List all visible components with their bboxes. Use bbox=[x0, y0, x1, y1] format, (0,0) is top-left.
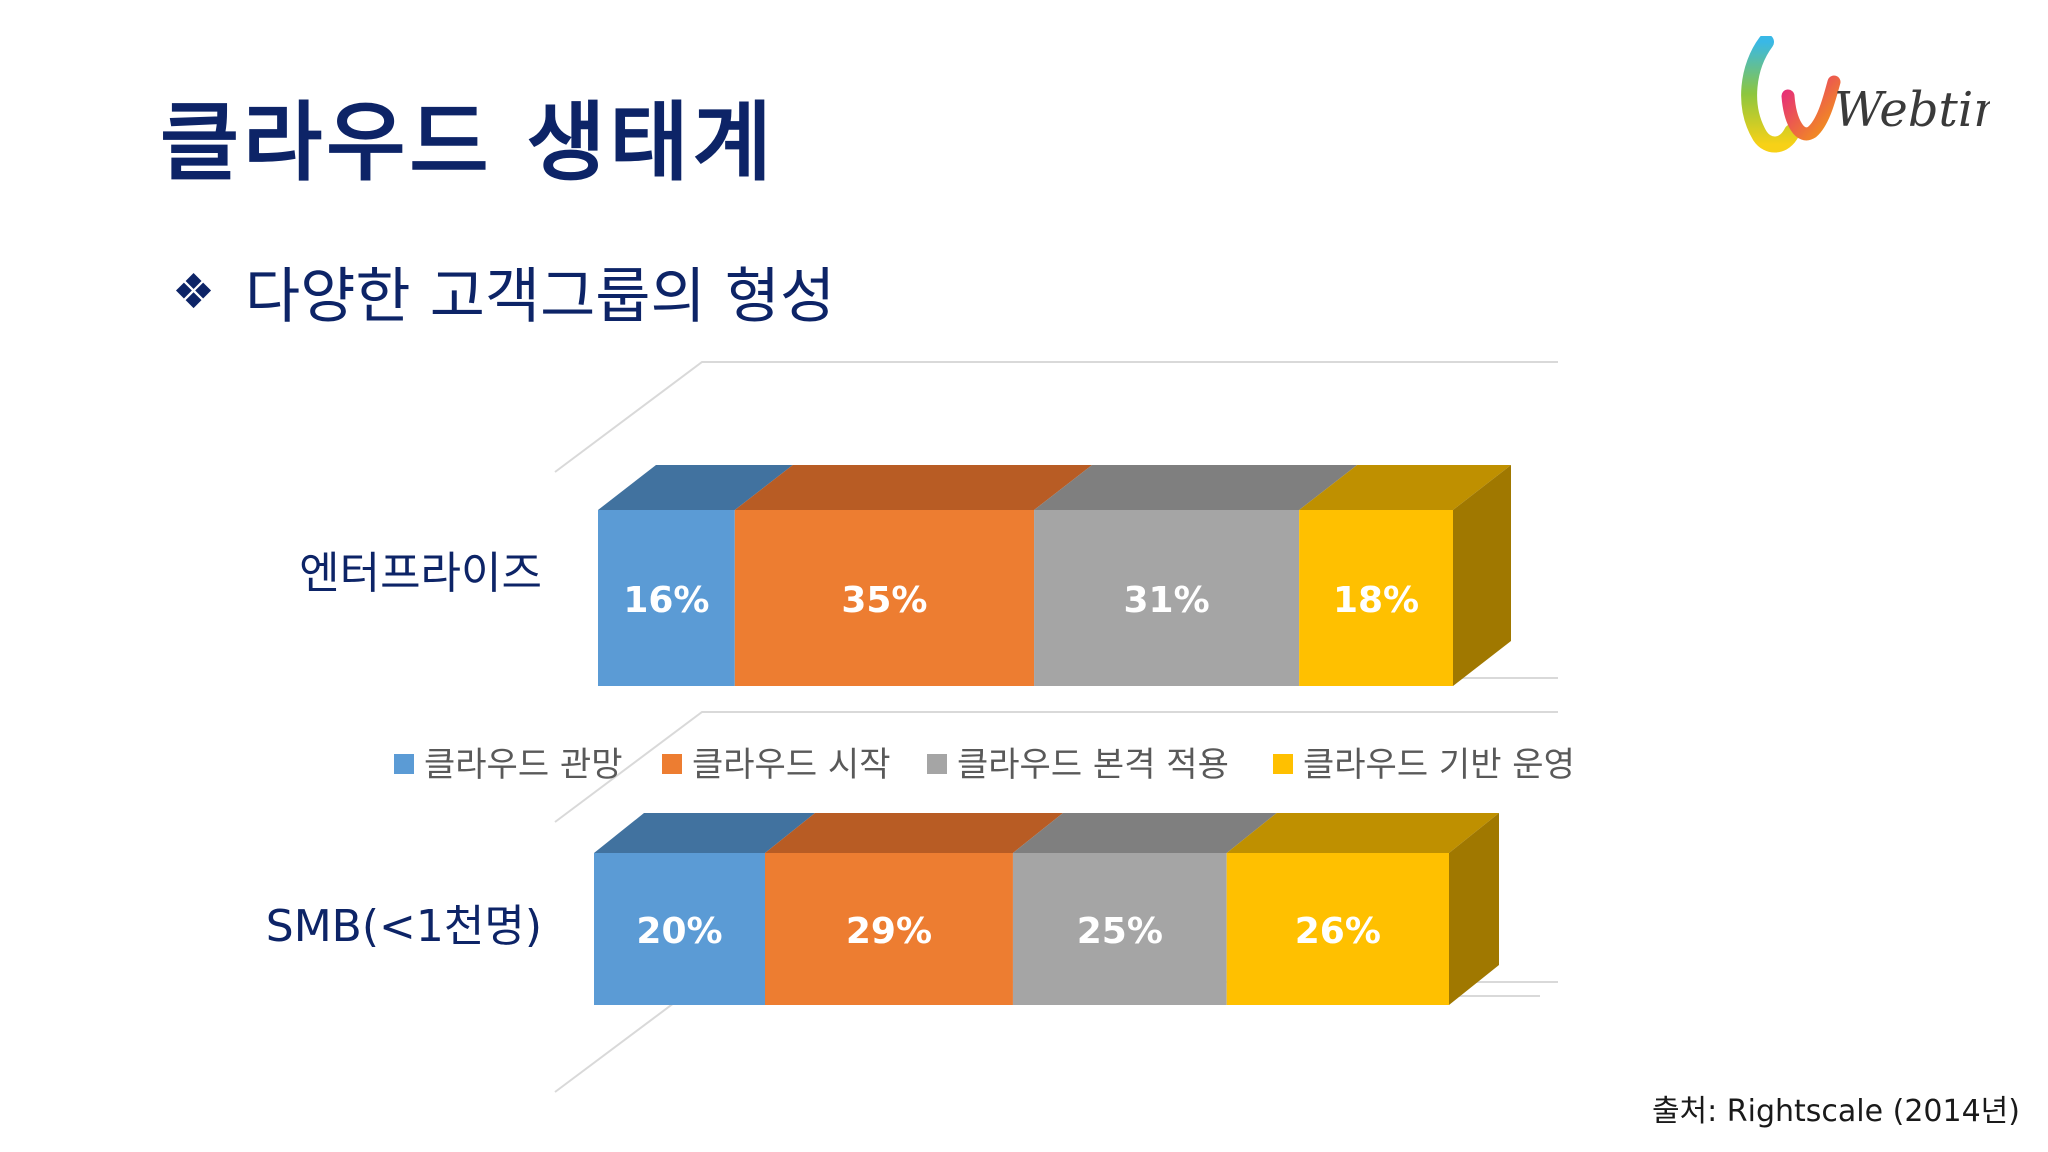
data-label: 31% bbox=[1123, 580, 1209, 621]
legend-swatch bbox=[1273, 754, 1293, 774]
data-label: 29% bbox=[846, 911, 932, 952]
data-label: 26% bbox=[1295, 911, 1381, 952]
slide-title: 클라우드 생태계 bbox=[160, 93, 776, 193]
bar-top-face bbox=[765, 813, 1063, 853]
gridline bbox=[554, 711, 1558, 823]
legend-label: 클라우드 본격 적용 bbox=[957, 745, 1229, 785]
bar-top-face bbox=[1012, 813, 1277, 853]
chart-legend: 클라우드 관망 클라우드 시작 클라우드 본격 적용 클라우드 기반 운영 bbox=[394, 745, 1575, 785]
category-label: 엔터프라이즈 bbox=[299, 548, 542, 599]
subtitle: ❖ 다양한 고객그룹의 형성 bbox=[172, 248, 835, 335]
bar-top-face bbox=[598, 465, 793, 510]
bar-top-face bbox=[734, 465, 1093, 510]
source-citation: 출처: Rightscale (2014년) bbox=[1651, 1094, 2020, 1129]
category-label: SMB(<1천명) bbox=[266, 901, 542, 952]
bar-top-face bbox=[594, 813, 815, 853]
bar-segment bbox=[1034, 510, 1300, 686]
legend-label: 클라우드 시작 bbox=[692, 745, 891, 785]
category-labels: 엔터프라이즈 SMB(<1천명) bbox=[266, 548, 542, 952]
bar-segment bbox=[1226, 853, 1449, 1005]
data-label: 35% bbox=[841, 580, 927, 621]
bar-top-face bbox=[1034, 465, 1358, 510]
legend-label: 클라우드 기반 운영 bbox=[1303, 745, 1575, 785]
bar-side-face bbox=[1453, 465, 1511, 686]
bar-segment bbox=[1012, 853, 1227, 1005]
data-label: 20% bbox=[636, 911, 722, 952]
data-label: 16% bbox=[623, 580, 709, 621]
bar-segment bbox=[598, 510, 735, 686]
chart-bars: 16% 35% 31% 18% 20% 29% 25% 26% bbox=[594, 465, 1511, 1005]
diamond-bullet-icon: ❖ bbox=[172, 263, 216, 320]
bar-segment bbox=[1299, 510, 1453, 686]
data-label: 18% bbox=[1333, 580, 1419, 621]
bar-segment bbox=[734, 510, 1035, 686]
bar-top-face bbox=[1299, 465, 1511, 510]
subtitle-text: 다양한 고객그룹의 형성 bbox=[245, 262, 836, 332]
bar-side-face bbox=[1449, 813, 1499, 1005]
webtime-logo: Webtime bbox=[1741, 36, 1990, 153]
gridline bbox=[554, 361, 1558, 473]
legend-swatch bbox=[662, 754, 682, 774]
logo-wordmark: Webtime bbox=[1834, 82, 1990, 138]
legend-label: 클라우드 관망 bbox=[424, 745, 623, 785]
legend-swatch bbox=[394, 754, 414, 774]
bar-segment bbox=[594, 853, 765, 1005]
data-label: 25% bbox=[1077, 911, 1163, 952]
bar-segment bbox=[765, 853, 1013, 1005]
bar-top-face bbox=[1226, 813, 1499, 853]
legend-swatch bbox=[927, 754, 947, 774]
